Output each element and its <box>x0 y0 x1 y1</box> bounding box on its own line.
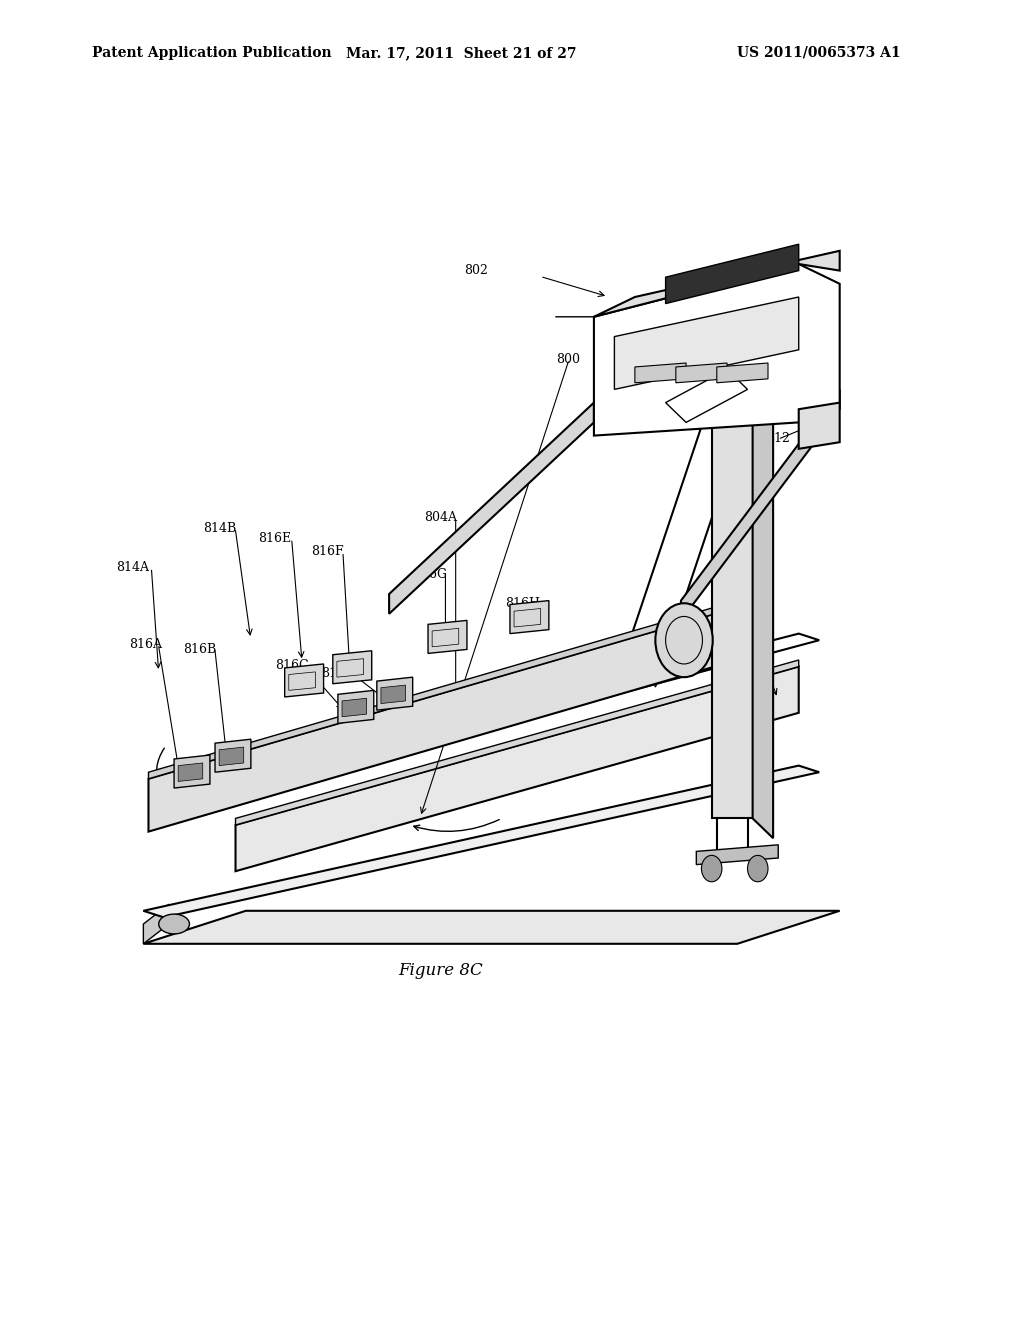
Polygon shape <box>717 363 768 383</box>
Polygon shape <box>666 244 799 304</box>
Polygon shape <box>594 251 840 317</box>
Text: 802: 802 <box>464 264 488 277</box>
Polygon shape <box>381 685 406 704</box>
Polygon shape <box>428 620 467 653</box>
Polygon shape <box>676 363 727 383</box>
Text: 816F: 816F <box>311 545 344 558</box>
Polygon shape <box>174 755 210 788</box>
Polygon shape <box>143 911 840 944</box>
Polygon shape <box>377 677 413 710</box>
Text: 804B: 804B <box>721 611 754 624</box>
Polygon shape <box>219 747 244 766</box>
Text: Figure 8C: Figure 8C <box>398 962 482 978</box>
Text: 814B: 814B <box>204 521 237 535</box>
Polygon shape <box>148 601 737 779</box>
Text: 816H: 816H <box>505 597 540 610</box>
Polygon shape <box>236 660 799 825</box>
Text: US 2011/0065373 A1: US 2011/0065373 A1 <box>737 46 901 59</box>
Polygon shape <box>148 607 737 832</box>
Polygon shape <box>338 690 374 723</box>
Text: 816E: 816E <box>258 532 291 545</box>
Polygon shape <box>333 651 372 684</box>
Circle shape <box>701 855 722 882</box>
Text: 816D: 816D <box>321 667 355 680</box>
Polygon shape <box>389 403 594 614</box>
Polygon shape <box>236 667 799 871</box>
Text: 804A: 804A <box>424 511 457 524</box>
Polygon shape <box>285 664 324 697</box>
Text: 812: 812 <box>766 432 791 445</box>
Text: 816B: 816B <box>183 643 216 656</box>
Polygon shape <box>143 766 819 917</box>
Text: 816A: 816A <box>129 638 162 651</box>
Text: 814A: 814A <box>117 561 150 574</box>
Polygon shape <box>594 264 840 436</box>
Text: 816C: 816C <box>275 659 308 672</box>
Text: 816G: 816G <box>413 568 447 581</box>
Polygon shape <box>681 389 840 620</box>
Polygon shape <box>696 845 778 865</box>
Circle shape <box>748 855 768 882</box>
Polygon shape <box>753 396 773 838</box>
Polygon shape <box>510 601 549 634</box>
Polygon shape <box>712 396 753 818</box>
Polygon shape <box>799 403 840 449</box>
Text: 811: 811 <box>702 643 727 656</box>
Polygon shape <box>635 363 686 383</box>
Polygon shape <box>178 763 203 781</box>
Polygon shape <box>159 634 819 812</box>
Polygon shape <box>614 297 799 389</box>
Polygon shape <box>143 904 169 944</box>
Polygon shape <box>215 739 251 772</box>
Polygon shape <box>342 698 367 717</box>
Ellipse shape <box>159 913 189 935</box>
Circle shape <box>655 603 713 677</box>
Text: Mar. 17, 2011  Sheet 21 of 27: Mar. 17, 2011 Sheet 21 of 27 <box>345 46 577 59</box>
Text: Patent Application Publication: Patent Application Publication <box>92 46 332 59</box>
Text: 800: 800 <box>556 352 581 366</box>
